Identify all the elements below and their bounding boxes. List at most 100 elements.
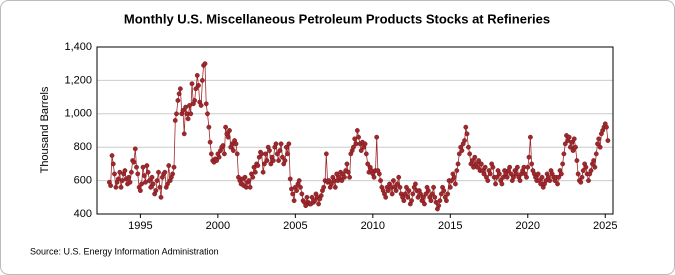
data-point	[595, 141, 600, 147]
data-point	[397, 184, 403, 190]
data-point	[559, 171, 564, 177]
data-point	[441, 188, 447, 194]
data-point	[535, 171, 541, 177]
data-point	[225, 134, 231, 140]
data-point	[296, 178, 302, 184]
data-point	[280, 154, 285, 160]
data-point	[567, 144, 573, 150]
data-point	[194, 72, 200, 78]
data-point	[431, 184, 436, 190]
data-point	[425, 188, 431, 194]
data-point	[221, 151, 227, 157]
data-point	[596, 136, 602, 142]
data-point	[230, 148, 236, 153]
data-point	[591, 158, 597, 163]
data-point	[405, 194, 411, 200]
x-tick-label: 2025	[593, 220, 617, 232]
data-point	[374, 134, 380, 140]
data-point	[220, 143, 226, 148]
data-point	[547, 178, 553, 184]
data-point	[383, 194, 389, 200]
data-point	[181, 131, 187, 137]
data-point	[260, 169, 266, 175]
data-point	[517, 178, 523, 184]
data-point	[223, 124, 229, 130]
data-point	[445, 191, 451, 197]
data-point	[329, 181, 334, 187]
data-point	[438, 191, 444, 197]
x-tick-label: 2020	[516, 220, 540, 232]
data-point	[494, 174, 500, 180]
data-point	[476, 158, 482, 163]
data-point	[447, 184, 453, 190]
data-point	[396, 174, 402, 180]
data-point	[149, 174, 155, 180]
data-point	[371, 174, 377, 180]
data-point	[122, 168, 128, 173]
data-point	[556, 174, 562, 180]
data-point	[166, 163, 172, 168]
data-point	[216, 154, 222, 160]
data-point	[137, 188, 143, 194]
data-point	[318, 193, 324, 199]
data-point	[428, 198, 434, 204]
data-point	[362, 141, 368, 147]
data-point	[351, 144, 356, 150]
data-point	[150, 181, 156, 187]
data-point	[274, 151, 280, 157]
data-point	[339, 178, 345, 184]
data-point	[514, 164, 520, 170]
data-point	[298, 184, 303, 190]
data-point	[276, 158, 282, 163]
y-tick-label: 600	[74, 175, 92, 187]
data-point	[286, 141, 292, 147]
data-point	[451, 174, 457, 180]
data-point	[332, 184, 338, 190]
data-point	[153, 188, 159, 194]
data-point	[389, 191, 395, 197]
data-point	[578, 179, 584, 185]
data-point	[299, 191, 305, 197]
data-point	[597, 144, 603, 150]
data-point	[158, 194, 164, 200]
data-point	[453, 181, 458, 187]
data-point	[189, 81, 195, 87]
data-point	[309, 194, 315, 200]
data-point	[449, 178, 454, 184]
data-point	[202, 61, 208, 67]
data-point	[485, 178, 491, 184]
y-tick-label: 800	[74, 141, 92, 153]
data-point	[270, 158, 276, 163]
data-point	[475, 164, 480, 170]
data-point	[154, 178, 160, 184]
data-point	[234, 151, 240, 157]
data-point	[429, 191, 435, 197]
data-point	[109, 153, 115, 158]
data-point	[199, 78, 205, 83]
x-tick-label: 2005	[283, 220, 307, 232]
data-point	[146, 178, 152, 184]
data-point	[165, 181, 170, 187]
data-point	[459, 148, 465, 153]
y-tick-label: 1,400	[64, 41, 92, 53]
plot-area	[96, 46, 614, 215]
data-point	[472, 154, 478, 160]
y-axis-label: Thousand Barrels	[39, 86, 51, 173]
data-point	[192, 98, 198, 103]
data-point	[539, 174, 545, 180]
data-point	[250, 174, 256, 180]
data-point	[268, 161, 274, 167]
data-point	[132, 146, 138, 152]
data-point	[605, 138, 611, 143]
data-point	[185, 116, 191, 122]
data-point	[487, 171, 493, 177]
data-point	[131, 159, 137, 165]
data-point	[404, 184, 409, 190]
data-point	[569, 139, 575, 145]
data-point	[283, 144, 289, 150]
data-point	[157, 184, 163, 190]
data-point	[570, 148, 576, 153]
data-point	[326, 178, 332, 184]
